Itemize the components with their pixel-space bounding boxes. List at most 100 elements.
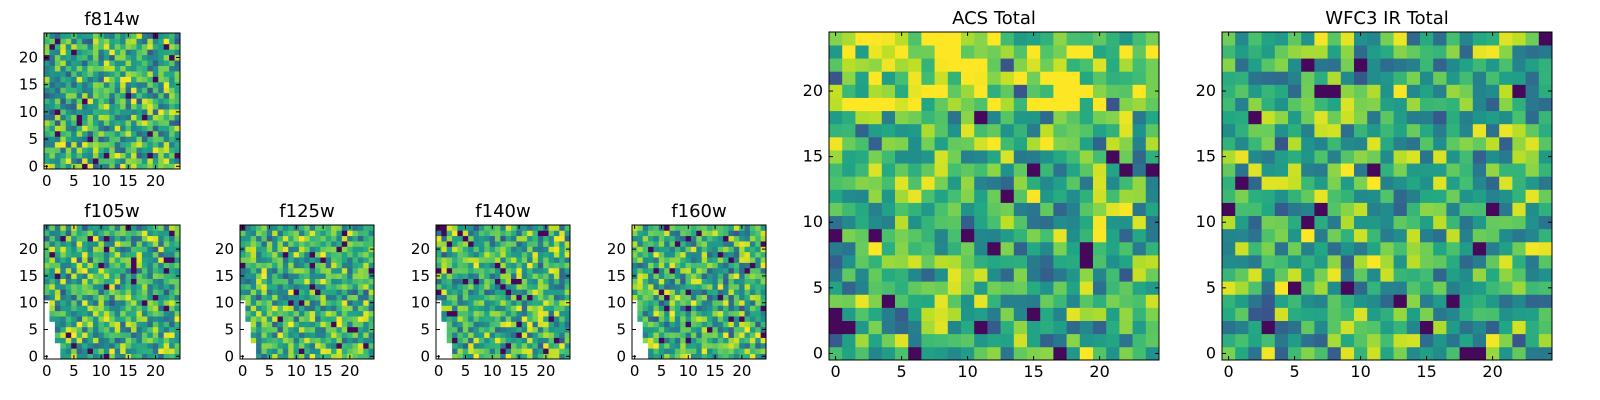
heatmap-cell [1106, 281, 1120, 295]
heatmap-cell [690, 305, 697, 312]
heatmap-cell [147, 257, 154, 263]
heatmap-cell [1499, 58, 1513, 72]
heatmap-cell [98, 98, 105, 105]
heatmap-cell [169, 267, 175, 274]
heatmap-cell [65, 43, 72, 50]
heatmap-cell [987, 32, 1001, 46]
heatmap-cell [60, 49, 67, 56]
heatmap-cell [908, 123, 922, 138]
heatmap-cell [98, 125, 105, 132]
heatmap-cell [868, 346, 883, 361]
heatmap-cell [49, 147, 56, 154]
heatmap-cell [564, 257, 571, 263]
heatmap-cell [446, 235, 453, 242]
heatmap-cell [125, 76, 132, 83]
heatmap-cell [1235, 215, 1249, 230]
heatmap-cell [1340, 294, 1355, 308]
heatmap-cell [664, 348, 670, 354]
heatmap-cell [1380, 163, 1394, 177]
heatmap-cell [92, 278, 99, 285]
heatmap-cell [87, 241, 94, 247]
heatmap-cell [1040, 150, 1054, 164]
heatmap-cell [163, 321, 170, 328]
heatmap-cell [54, 125, 61, 132]
heatmap-cell [961, 123, 975, 138]
heatmap-cell [341, 348, 348, 354]
heatmap-cell [60, 294, 67, 301]
heatmap-cell [1512, 45, 1526, 59]
heatmap-cell [532, 235, 539, 242]
heatmap-cell [298, 278, 305, 285]
heatmap-cell [478, 246, 485, 253]
heatmap-cell [44, 43, 50, 50]
heatmap-cell [717, 332, 724, 338]
heatmap-cell [147, 71, 154, 77]
heatmap-cell [131, 71, 137, 77]
heatmap-cell [163, 332, 170, 338]
heatmap-cell [114, 348, 121, 354]
heatmap-cell [1000, 163, 1015, 177]
heatmap-cell [1079, 346, 1094, 361]
heatmap-cell [1261, 58, 1276, 72]
heatmap-cell [441, 300, 448, 306]
heatmap-cell [282, 267, 289, 274]
heatmap-cell [653, 300, 660, 306]
heatmap-cell [92, 326, 99, 333]
heatmap-cell [642, 326, 649, 333]
heatmap-cell [147, 158, 154, 164]
heatmap-cell [921, 346, 935, 361]
heatmap-cell [1093, 202, 1107, 217]
heatmap-cell [452, 321, 458, 328]
heatmap-cell [755, 353, 761, 360]
heatmap-cell [125, 267, 132, 274]
heatmap-cell [336, 225, 343, 231]
heatmap-cell [1013, 268, 1028, 282]
heatmap-cell [658, 283, 665, 290]
heatmap-cell [109, 54, 116, 61]
heatmap-cell [739, 241, 745, 247]
heatmap-cell [494, 321, 501, 328]
heatmap-cell [163, 326, 170, 333]
heatmap-cell [1354, 136, 1368, 151]
heatmap-cell [82, 103, 88, 110]
heatmap-cell [543, 310, 549, 317]
heatmap-cell [516, 262, 523, 269]
heatmap-cell [690, 267, 697, 274]
heatmap-cell [749, 300, 756, 306]
heatmap-cell [87, 49, 94, 56]
heatmap-cell [114, 147, 121, 154]
heatmap-cell [1314, 346, 1328, 361]
heatmap-cell [87, 60, 94, 66]
heatmap-cell [1119, 136, 1133, 151]
heatmap-cell [1406, 32, 1421, 46]
heatmap-cell [44, 141, 50, 148]
heatmap-cell [1145, 215, 1160, 230]
heatmap-cell [60, 353, 67, 360]
heatmap-cell [1000, 71, 1015, 85]
heatmap-cell [114, 316, 121, 322]
heatmap-cell [82, 109, 88, 115]
heatmap-cell [974, 71, 988, 85]
heatmap-cell [347, 278, 353, 285]
heatmap-cell [669, 262, 676, 269]
heatmap-cell [908, 150, 922, 164]
heatmap-cell [511, 316, 517, 322]
heatmap-cell [277, 235, 284, 242]
heatmap-cell [261, 305, 268, 312]
heatmap-cell [1512, 176, 1526, 190]
heatmap-cell [309, 337, 316, 344]
heatmap-cell [637, 246, 644, 253]
heatmap-cell [717, 278, 724, 285]
heatmap-cell [309, 273, 316, 279]
heatmap-cell [92, 76, 99, 83]
heatmap-cell [733, 225, 740, 231]
heatmap-cell [760, 305, 767, 312]
heatmap-cell [125, 278, 132, 285]
heatmap-cell [87, 337, 94, 344]
heatmap-cell [733, 321, 740, 328]
heatmap-cell [755, 310, 761, 317]
heatmap-cell [855, 45, 869, 59]
heatmap-cell [548, 316, 555, 322]
heatmap-cell [436, 267, 442, 274]
